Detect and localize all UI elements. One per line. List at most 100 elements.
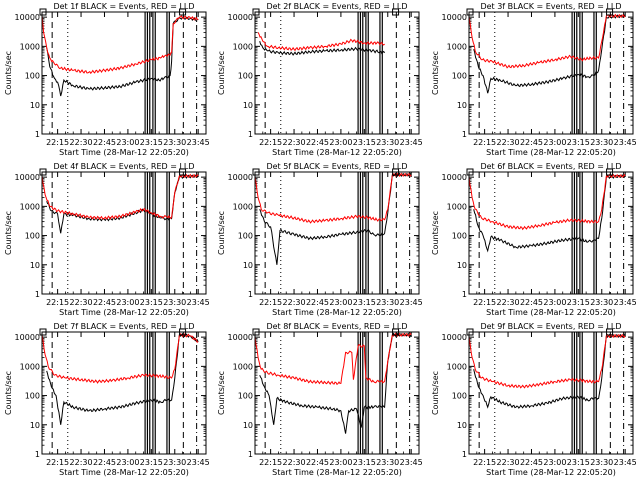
x-tick-label: 23:30: [376, 458, 399, 467]
x-tick-label: 23:00: [329, 138, 352, 147]
series-events-line: [259, 332, 412, 434]
y-tick-label: 10: [243, 101, 253, 110]
series-events-line: [473, 174, 626, 253]
x-tick-label: 22:30: [70, 458, 93, 467]
x-tick-label: 22:45: [93, 298, 116, 307]
start-marker-icon: [252, 168, 260, 176]
y-tick-label: 1: [35, 290, 40, 299]
series-events-line: [259, 41, 386, 56]
x-tick-label: 22:15: [46, 458, 69, 467]
y-tick-label: 100: [238, 392, 253, 401]
series-lld-line: [468, 13, 626, 69]
y-tick-label: 1: [462, 290, 467, 299]
y-axis-label: Counts/sec: [4, 211, 13, 255]
end-marker-icon: [606, 328, 614, 336]
x-tick-label: 23:30: [590, 298, 613, 307]
plot-frame: [41, 11, 207, 135]
x-axis-label: Start Time (28-Mar-12 22:05:20): [59, 308, 189, 317]
x-tick-label: 22:45: [306, 138, 329, 147]
y-axis-label: Counts/sec: [217, 211, 226, 255]
y-axis-label: Counts/sec: [217, 51, 226, 95]
x-tick-label: 22:15: [46, 298, 69, 307]
y-tick-label: 100: [25, 72, 40, 81]
chart-title: Det 3f BLACK = Events, RED = LLD: [480, 2, 621, 11]
plot-frame: [468, 171, 634, 295]
plot-frame: [254, 171, 420, 295]
y-tick-label: 1: [248, 450, 253, 459]
end-marker-icon: [606, 168, 614, 176]
x-tick-label: 22:15: [259, 138, 282, 147]
x-tick-label: 23:00: [543, 138, 566, 147]
x-tick-label: 23:00: [116, 458, 139, 467]
x-tick-label: 22:15: [46, 138, 69, 147]
x-tick-label: 23:00: [543, 298, 566, 307]
end-marker-icon: [179, 328, 187, 336]
end-marker-icon: [606, 8, 614, 16]
y-tick-label: 10: [243, 261, 253, 270]
series-lld-line: [468, 173, 626, 231]
x-tick-label: 22:15: [473, 138, 496, 147]
start-marker-icon: [39, 8, 47, 16]
y-tick-label: 10: [457, 101, 467, 110]
y-tick-label: 100: [452, 232, 467, 241]
series-events-line: [46, 332, 199, 425]
x-tick-label: 23:15: [140, 138, 163, 147]
series-lld-line: [257, 32, 385, 52]
detector-chart-1: Det 1f BLACK = Events, RED = LLD Counts/s…: [4, 2, 210, 157]
y-tick-label: 10: [457, 421, 467, 430]
y-tick-label: 10: [243, 421, 253, 430]
x-tick-label: 23:00: [543, 458, 566, 467]
x-tick-label: 22:45: [520, 138, 543, 147]
x-tick-label: 23:30: [590, 458, 613, 467]
y-tick-label: 1: [35, 450, 40, 459]
x-tick-label: 22:45: [520, 298, 543, 307]
y-axis-label: Counts/sec: [431, 211, 440, 255]
y-tick-label: 1: [248, 130, 253, 139]
x-tick-label: 23:00: [116, 138, 139, 147]
series-lld-line: [41, 15, 199, 75]
series-events-line: [46, 16, 199, 97]
x-tick-label: 23:00: [329, 458, 352, 467]
y-tick-label: 100: [25, 392, 40, 401]
plot-frame: [254, 11, 420, 135]
x-tick-label: 23:45: [400, 458, 423, 467]
y-tick-label: 1: [462, 450, 467, 459]
y-tick-label: 10000: [15, 13, 40, 22]
y-tick-label: 10000: [15, 333, 40, 342]
x-tick-label: 22:15: [473, 298, 496, 307]
y-tick-label: 1000: [20, 202, 40, 211]
x-tick-label: 22:45: [93, 458, 116, 467]
chart-title: Det 9f BLACK = Events, RED = LLD: [480, 322, 621, 331]
y-tick-label: 1000: [447, 42, 467, 51]
detector-chart-5: Det 5f BLACK = Events, RED = LLD Counts/s…: [217, 162, 423, 317]
x-tick-label: 23:30: [163, 298, 186, 307]
x-axis-label: Start Time (28-Mar-12 22:05:20): [486, 308, 616, 317]
y-tick-label: 1000: [447, 362, 467, 371]
y-tick-label: 10: [30, 421, 40, 430]
plot-frame: [468, 331, 634, 455]
chart-title: Det 5f BLACK = Events, RED = LLD: [266, 162, 407, 171]
x-tick-label: 23:30: [376, 138, 399, 147]
x-tick-label: 23:30: [163, 458, 186, 467]
x-tick-label: 22:45: [520, 458, 543, 467]
y-tick-label: 1000: [20, 362, 40, 371]
y-tick-label: 10000: [442, 173, 467, 182]
x-tick-label: 22:15: [259, 298, 282, 307]
x-tick-label: 22:30: [70, 298, 93, 307]
x-tick-label: 23:30: [590, 138, 613, 147]
y-axis-label: Counts/sec: [431, 51, 440, 95]
series-events-line: [259, 172, 412, 265]
y-tick-label: 10000: [228, 173, 253, 182]
y-axis-label: Counts/sec: [4, 51, 13, 95]
start-marker-icon: [466, 168, 474, 176]
chart-title: Det 8f BLACK = Events, RED = LLD: [266, 322, 407, 331]
detector-chart-6: Det 6f BLACK = Events, RED = LLD Counts/s…: [431, 162, 637, 317]
y-tick-label: 100: [452, 392, 467, 401]
y-tick-label: 10: [457, 261, 467, 270]
x-tick-label: 23:30: [163, 138, 186, 147]
start-marker-icon: [39, 328, 47, 336]
x-tick-label: 22:30: [497, 298, 520, 307]
y-tick-label: 10: [30, 101, 40, 110]
x-tick-label: 22:30: [283, 138, 306, 147]
y-axis-label: Counts/sec: [217, 371, 226, 415]
